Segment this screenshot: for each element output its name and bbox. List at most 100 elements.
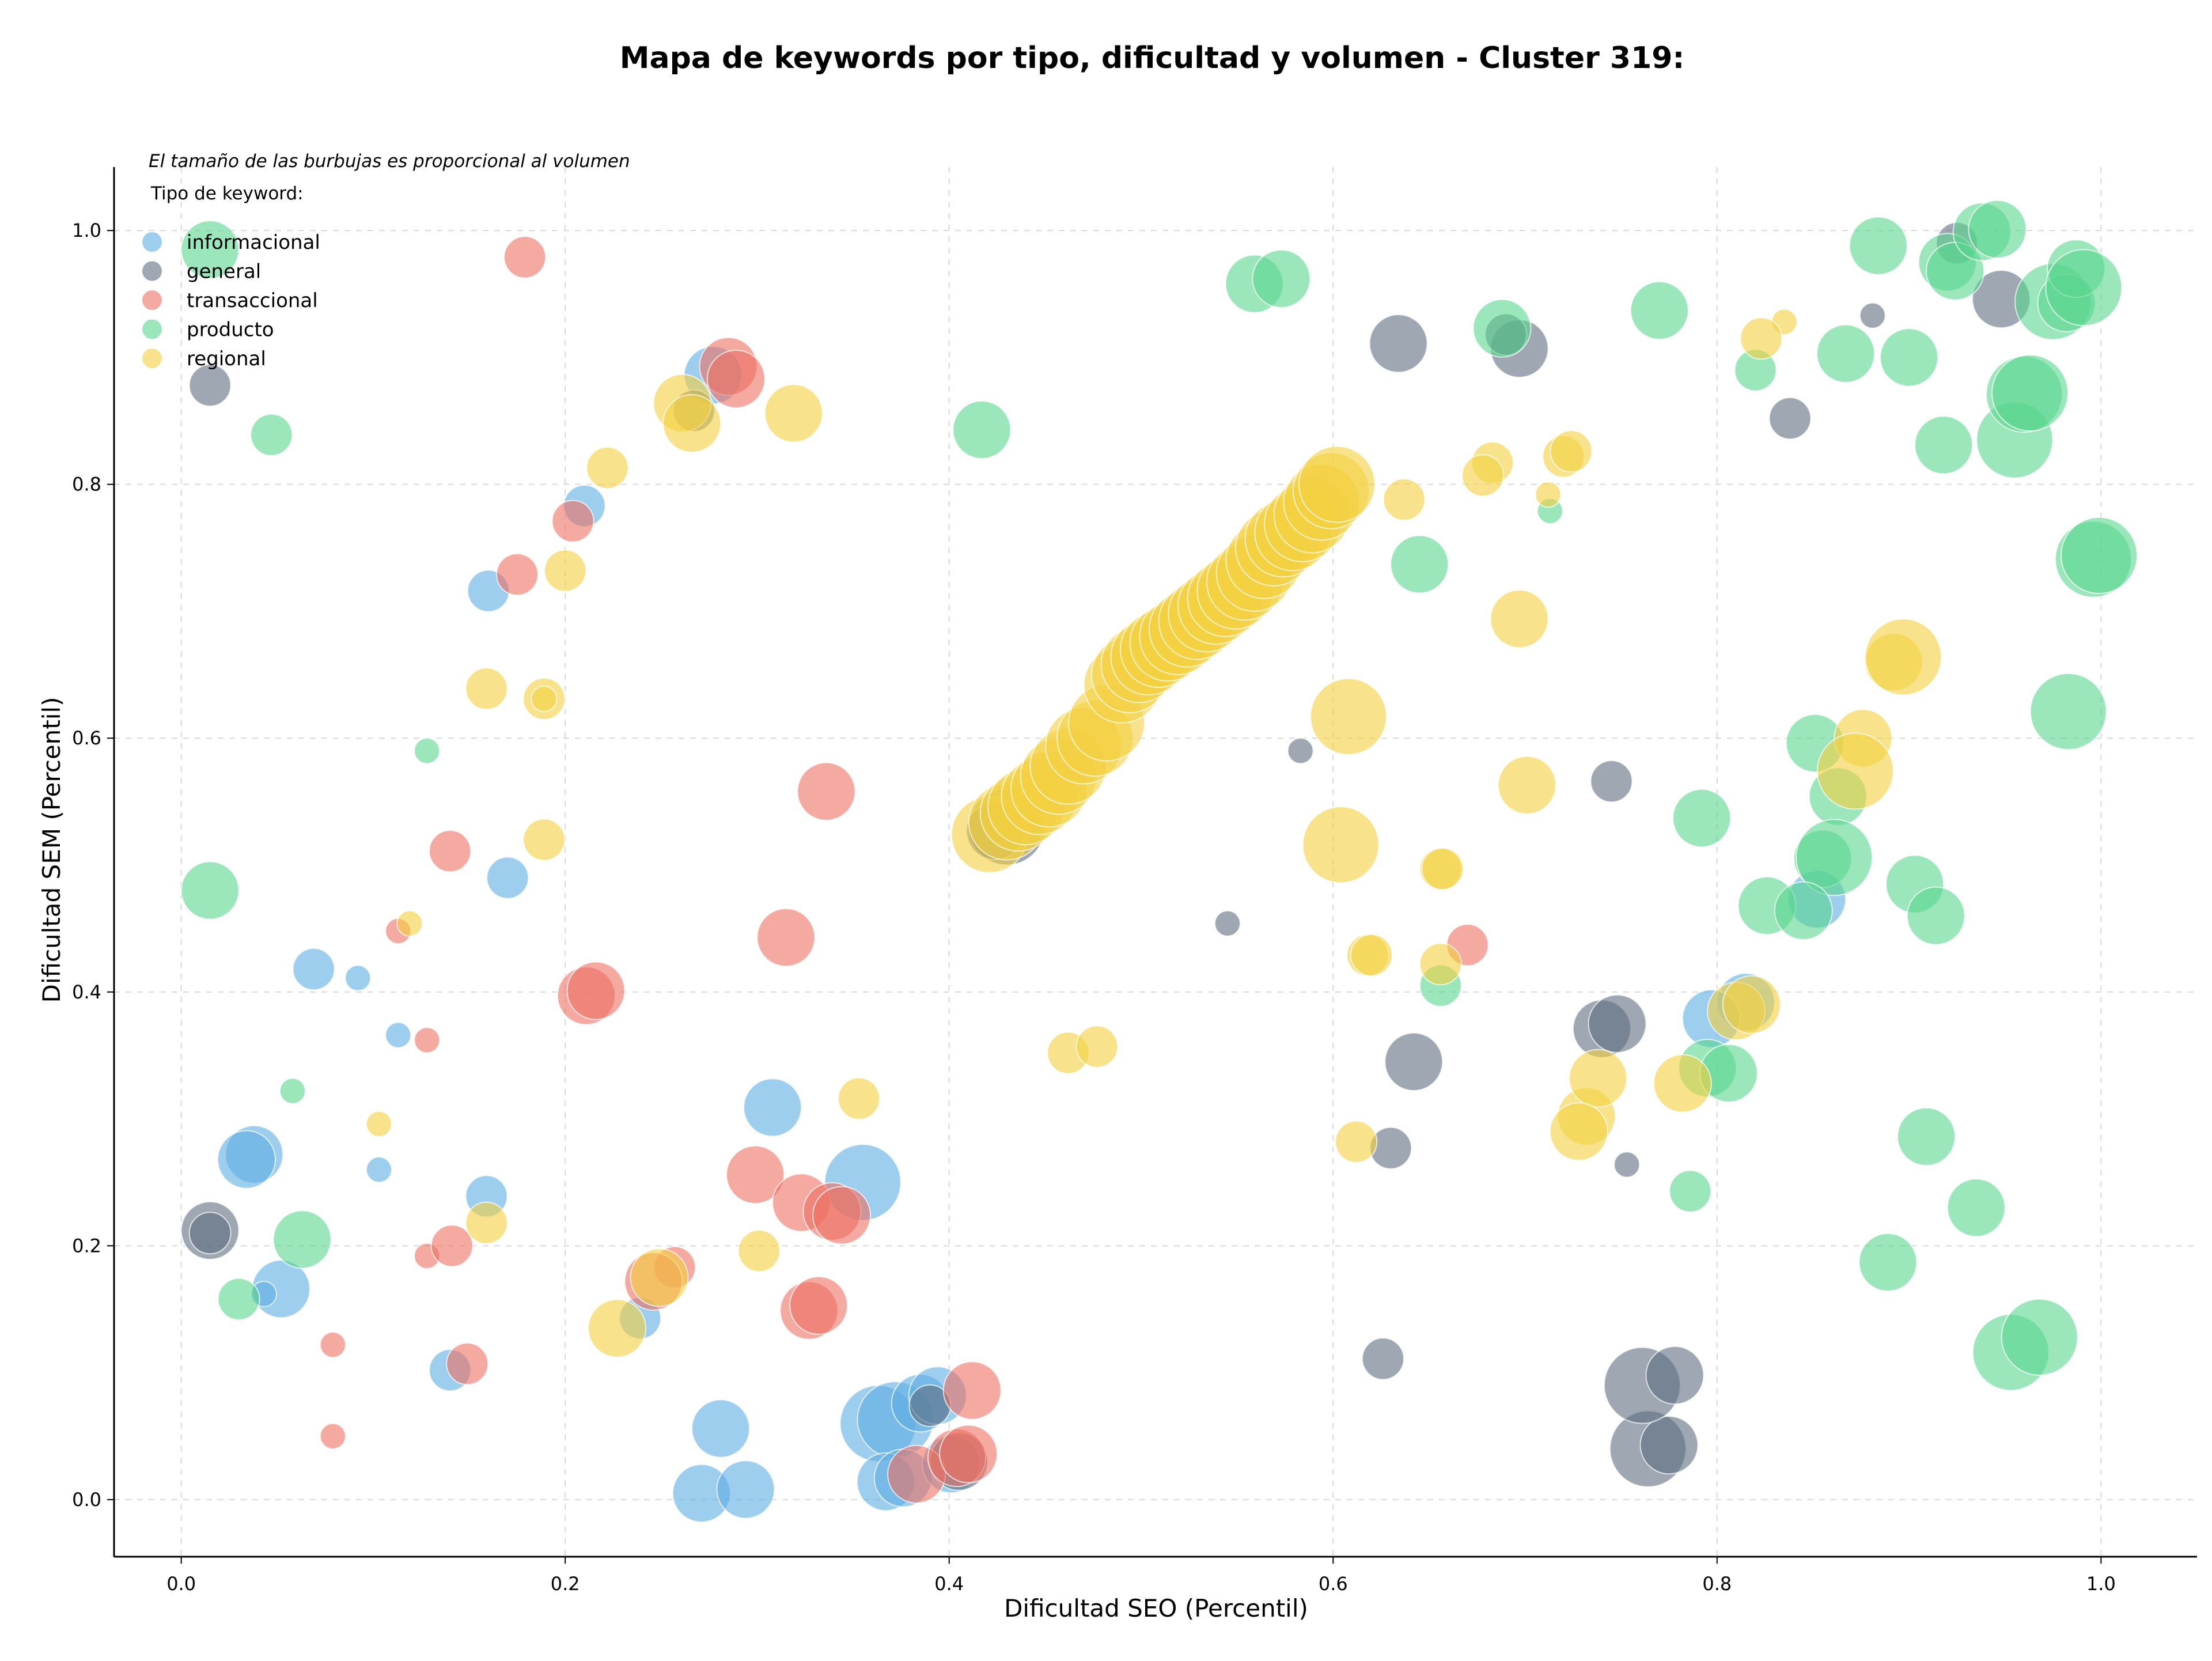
data-point [1653,1054,1712,1113]
data-point [1590,760,1633,803]
data-point [365,1156,392,1183]
data-point [1335,1120,1378,1163]
data-point [365,1110,392,1137]
data-point [180,220,240,279]
series-producto [180,199,2138,1391]
data-point [180,861,240,920]
data-point [1639,1416,1699,1475]
data-point [789,1276,849,1335]
legend-marker-informacional [142,232,162,252]
data-point [1390,535,1449,594]
data-point [1880,328,1939,387]
data-point [743,1078,802,1137]
data-point [1849,216,1908,275]
chart-title: Mapa de keywords por tipo, dificultad y … [620,41,1685,75]
data-point [430,1224,474,1267]
data-point [797,762,856,821]
x-tick-label: 0.4 [934,1573,964,1595]
y-tick-label: 0.4 [72,981,101,1003]
data-point [414,737,441,765]
data-point [1287,737,1314,765]
legend-label-transaccional: transaccional [187,289,318,312]
y-tick-label: 0.2 [72,1235,101,1257]
data-point [2001,1298,2078,1376]
legend-label-producto: producto [187,319,274,342]
data-point [2061,517,2138,595]
y-axis-label: Dificultad SEM (Percentil) [37,697,66,1003]
data-point [942,1361,1002,1420]
data-point [272,1210,332,1269]
data-point [706,349,766,408]
data-point [586,447,629,490]
data-point [319,1422,346,1450]
data-point [1569,1049,1628,1108]
data-point [292,948,335,991]
y-tick-label: 0.8 [72,474,101,495]
data-point [531,685,558,712]
data-point [486,856,529,899]
data-point [1897,1107,1956,1166]
data-point [1816,324,1876,383]
data-point [1384,1032,1444,1091]
x-tick-label: 0.2 [551,1573,580,1595]
data-point [1302,806,1380,884]
y-tick-label: 1.0 [72,220,101,241]
data-point [1369,314,1428,373]
data-point [1549,1102,1608,1161]
x-tick-label: 0.6 [1319,1573,1348,1595]
data-point [503,236,547,279]
series-regional [365,308,1942,1358]
data-point [217,1277,260,1321]
data-point [217,1130,276,1189]
data-point [1472,298,1532,358]
data-point [1497,755,1556,815]
data-point [1421,847,1464,891]
data-point [1991,354,2069,432]
data-point [1461,454,1505,497]
legend-marker-transaccional [142,290,162,310]
data-point [952,400,1012,459]
data-point [1588,994,1647,1053]
data-point [1490,589,1549,649]
x-tick-label: 1.0 [2086,1573,2116,1595]
data-point [1796,819,1873,896]
x-tick-label: 0.0 [166,1573,196,1595]
legend: Tipo de keyword: informacional general tra… [142,183,320,370]
data-point [344,964,372,992]
data-point [2045,249,2123,327]
data-point [250,413,293,456]
data-point [522,818,566,861]
data-point [812,1186,872,1245]
data-points [180,199,2138,1523]
data-point [414,1027,441,1054]
data-point [2029,672,2107,750]
y-tick-label: 0.0 [72,1489,101,1511]
data-point [1669,1170,1712,1213]
data-point [1768,397,1812,440]
data-point [1906,886,1965,945]
data-point [1859,302,1886,329]
data-point [726,1145,785,1204]
data-point [465,1201,508,1244]
data-point [691,1399,751,1458]
data-point [716,1460,775,1519]
data-point [1914,415,1974,475]
x-axis-label: Dificultad SEO (Percentil) [1004,1594,1308,1622]
tick-labels: 0.0 0.2 0.4 0.6 0.8 1.0 0.0 0.2 0.4 0.6 0.8 1.0 [72,220,2116,1595]
data-point [188,1212,232,1255]
data-point [662,394,722,453]
data-point [551,500,594,543]
data-point [1613,1151,1641,1178]
data-point [1350,933,1393,977]
legend-label-informacional: informacional [187,231,320,254]
legend-marker-regional [142,349,162,368]
data-point [396,910,423,937]
data-point [1816,732,1894,810]
data-point [1382,478,1426,521]
data-point [756,908,816,967]
legend-label-general: general [187,260,261,283]
data-point [1535,481,1562,508]
data-point [1075,1025,1119,1068]
data-point [465,667,508,710]
